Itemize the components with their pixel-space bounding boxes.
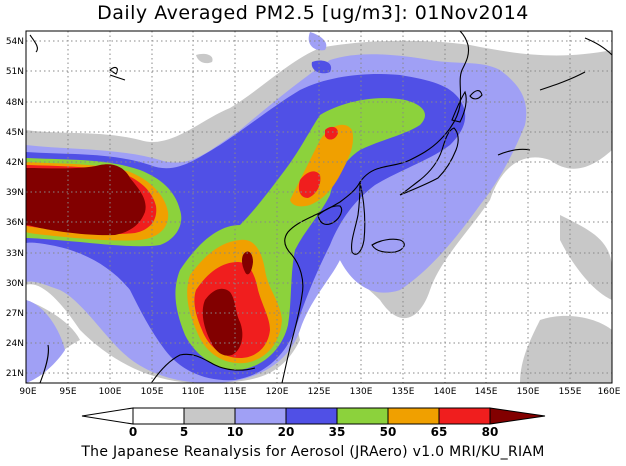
colorbar-label: 35 [329, 425, 346, 439]
lon-tick: 115E [224, 387, 247, 397]
lat-tick: 39N [6, 188, 24, 198]
colorbar-label: 65 [431, 425, 448, 439]
lon-tick: 155E [559, 387, 582, 397]
colorbar-segment [285, 407, 338, 425]
map-plot-area [26, 31, 612, 383]
lat-tick: 33N [6, 249, 24, 259]
lon-tick: 145E [475, 387, 498, 397]
lon-tick: 160E [598, 387, 621, 397]
map-frame [25, 30, 613, 384]
lon-tick: 120E [266, 387, 289, 397]
lon-tick: 125E [308, 387, 331, 397]
lon-tick: 90E [19, 387, 36, 397]
colorbar-segment [234, 407, 287, 425]
lat-tick: 51N [6, 67, 24, 77]
lon-tick: 95E [59, 387, 76, 397]
colorbar-label: 50 [380, 425, 397, 439]
colorbar-lower-arrow [81, 407, 134, 425]
lon-tick: 110E [182, 387, 205, 397]
lat-tick: 21N [6, 369, 24, 379]
colorbar: 0 5 10 20 35 50 65 80 [81, 407, 546, 439]
contour-above-80 [26, 164, 253, 356]
lat-tick: 42N [6, 158, 24, 168]
colorbar-label: 10 [227, 425, 244, 439]
lat-tick: 30N [6, 279, 24, 289]
lat-tick: 36N [6, 218, 24, 228]
colorbar-label: 80 [482, 425, 499, 439]
lat-tick: 45N [6, 128, 24, 138]
colorbar-segment [438, 407, 491, 425]
colorbar-segment [336, 407, 389, 425]
lon-tick: 150E [517, 387, 540, 397]
lon-tick: 130E [350, 387, 373, 397]
colorbar-segment [132, 407, 185, 425]
lat-tick: 54N [6, 37, 24, 47]
colorbar-label: 20 [278, 425, 295, 439]
colorbar-upper-arrow [489, 407, 546, 425]
coastlines [29, 31, 612, 383]
lon-tick: 140E [434, 387, 457, 397]
lat-axis: 21N 24N 27N 30N 33N 36N 39N 42N 45N 48N … [6, 37, 24, 379]
data-source-caption: The Japanese Reanalysis for Aerosol (JRA… [81, 444, 545, 460]
colorbar-segment [183, 407, 236, 425]
lon-axis: 90E 95E 100E 105E 110E 115E 120E 125E 13… [19, 387, 620, 397]
colorbar-label: 5 [180, 425, 188, 439]
lat-tick: 27N [6, 309, 24, 319]
colorbar-segment [387, 407, 440, 425]
lat-tick: 24N [6, 339, 24, 349]
lon-tick: 100E [99, 387, 122, 397]
lon-tick: 135E [392, 387, 415, 397]
grid-lines [26, 31, 612, 383]
colorbar-label: 0 [129, 425, 137, 439]
map-title: Daily Averaged PM2.5 [ug/m3]: 01Nov2014 [97, 2, 529, 24]
lon-tick: 105E [141, 387, 164, 397]
lat-tick: 48N [6, 98, 24, 108]
